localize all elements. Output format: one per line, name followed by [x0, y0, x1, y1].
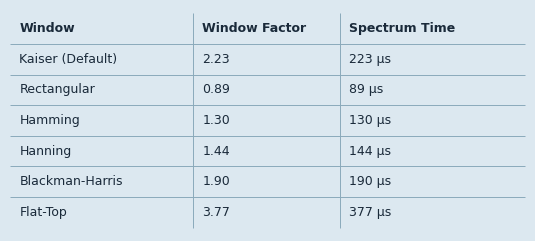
Text: 144 µs: 144 µs — [349, 145, 391, 158]
Text: Kaiser (Default): Kaiser (Default) — [19, 53, 117, 66]
Text: Window Factor: Window Factor — [202, 22, 307, 35]
Text: Window: Window — [19, 22, 75, 35]
Text: Blackman-Harris: Blackman-Harris — [19, 175, 123, 188]
Text: 130 µs: 130 µs — [349, 114, 392, 127]
Text: Rectangular: Rectangular — [19, 83, 95, 96]
Text: 190 µs: 190 µs — [349, 175, 392, 188]
Text: 2.23: 2.23 — [202, 53, 230, 66]
Text: 89 µs: 89 µs — [349, 83, 384, 96]
Text: 1.30: 1.30 — [202, 114, 230, 127]
Text: 3.77: 3.77 — [202, 206, 230, 219]
Text: Spectrum Time: Spectrum Time — [349, 22, 456, 35]
Text: 377 µs: 377 µs — [349, 206, 392, 219]
Text: Hamming: Hamming — [19, 114, 80, 127]
Text: Hanning: Hanning — [19, 145, 72, 158]
Text: 1.44: 1.44 — [202, 145, 230, 158]
Text: 223 µs: 223 µs — [349, 53, 391, 66]
Text: 0.89: 0.89 — [202, 83, 230, 96]
Text: 1.90: 1.90 — [202, 175, 230, 188]
Text: Flat-Top: Flat-Top — [19, 206, 67, 219]
